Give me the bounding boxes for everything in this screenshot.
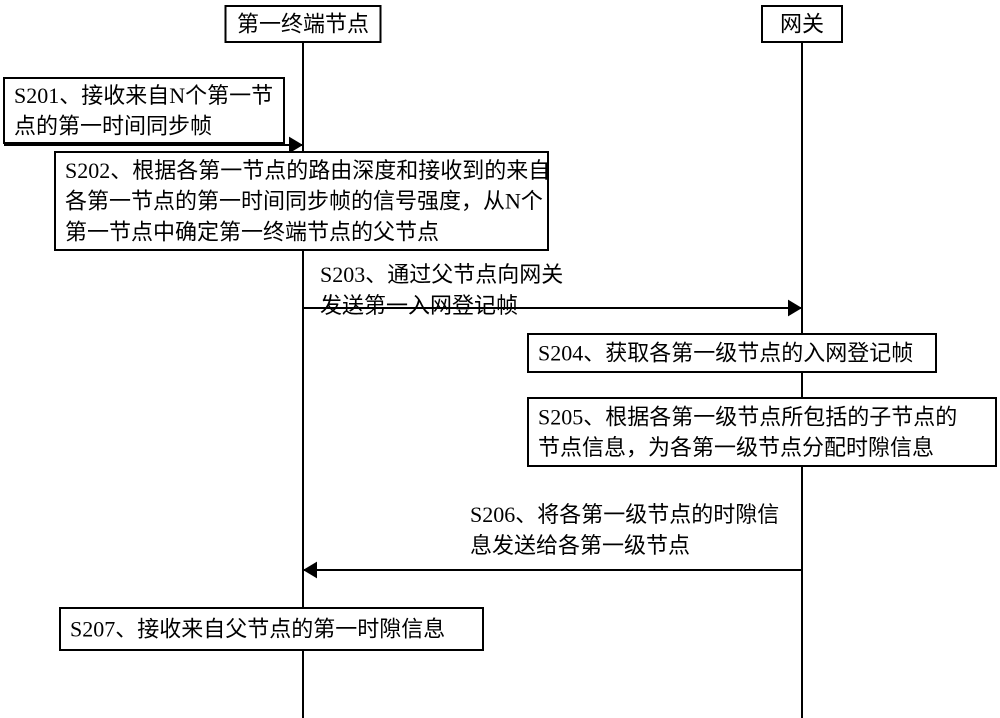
label-text: S206、将各第一级节点的时隙信息发送给各第一级节点 [470,502,779,558]
arrow-head [289,137,303,154]
label-s206: S206、将各第一级节点的时隙信息发送给各第一级节点 [470,502,779,558]
lifeline-label: 网关 [780,12,824,37]
arrow-head [303,562,317,579]
arrow-head [788,300,802,317]
step-s207: S207、接收来自父节点的第一时隙信息 [60,608,483,650]
arrow-a206 [303,562,802,579]
label-text: S203、通过父节点向网关发送第一入网登记帧 [320,262,563,318]
step-s204: S204、获取各第一级节点的入网登记帧 [528,334,936,372]
step-s205: S205、根据各第一级节点所包括的子节点的节点信息，为各第一级节点分配时隙信息 [528,398,996,466]
lifeline-label: 第一终端节点 [237,12,369,37]
label-s203: S203、通过父节点向网关发送第一入网登记帧 [320,262,563,318]
step-text: S204、获取各第一级节点的入网登记帧 [538,341,913,366]
step-s202: S202、根据各第一节点的路由深度和接收到的来自各第一节点的第一时间同步帧的信号… [55,152,550,250]
step-text: S207、接收来自父节点的第一时隙信息 [70,617,445,642]
step-s201: S201、接收来自N个第一节点的第一时间同步帧 [4,78,284,143]
